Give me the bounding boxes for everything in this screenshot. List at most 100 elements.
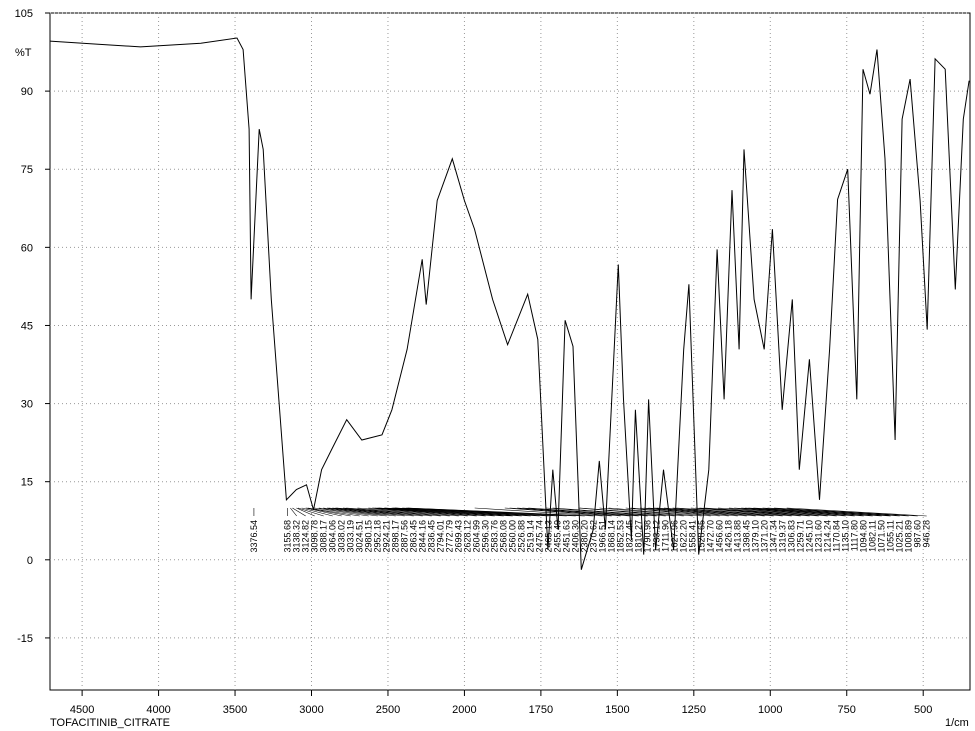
peak-label: 1055.11	[886, 520, 896, 552]
y-tick-label: 15	[21, 477, 33, 489]
peak-label: 1214.24	[823, 520, 833, 553]
peak-label: 2887.56	[400, 520, 410, 553]
peak-label: 946.28	[922, 520, 932, 548]
peak-leader	[704, 507, 828, 517]
peak-leader	[378, 507, 513, 517]
peak-label: 3088.17	[319, 520, 329, 553]
y-axis-label: %T	[15, 47, 32, 59]
peak-label: 1231.60	[814, 520, 824, 553]
peak-label: 2628.12	[463, 520, 473, 553]
peak-label: 1379.10	[751, 520, 761, 553]
peak-label: 1245.10	[805, 520, 815, 553]
peak-label: 3098.78	[310, 520, 320, 553]
peak-leader	[639, 507, 729, 517]
peak-leader	[323, 507, 387, 517]
peak-leader	[346, 507, 450, 517]
peak-leader	[305, 507, 342, 517]
peak-label: 2519.14	[526, 520, 536, 553]
peak-leader	[625, 507, 711, 517]
peak-label: 3038.02	[337, 520, 347, 553]
peak-label: 1082.11	[868, 520, 878, 552]
peak-leader	[762, 507, 900, 517]
y-tick-label: 45	[21, 320, 33, 332]
peak-leader	[328, 507, 405, 517]
peak-label: 1528.65	[697, 520, 707, 553]
peak-label: 1426.18	[724, 520, 734, 553]
peak-leader	[648, 507, 747, 517]
peak-label: 1071.50	[877, 520, 887, 553]
x-tick-label: 750	[838, 704, 856, 716]
y-tick-label: 75	[21, 164, 33, 176]
peak-label: 2451.63	[562, 520, 572, 553]
peak-label: 2604.99	[472, 520, 482, 553]
peak-label: 2952.18	[373, 520, 383, 553]
peak-label: 1827.45	[625, 520, 635, 553]
peak-leader	[608, 507, 702, 517]
peak-leader	[318, 507, 378, 517]
peak-leader	[336, 507, 432, 517]
peak-label: 2980.15	[364, 520, 374, 553]
peak-label: 2898.17	[391, 520, 401, 553]
peak-label: 1319.37	[778, 520, 788, 553]
peak-leader	[395, 507, 567, 517]
peak-leader	[672, 507, 783, 517]
peak-label: 1558.41	[688, 520, 698, 553]
peak-leader	[474, 507, 603, 517]
peak-label: 2583.76	[490, 520, 500, 553]
peak-leader	[643, 507, 738, 517]
peak-label: 2836.45	[427, 520, 437, 553]
y-tick-label: 105	[15, 8, 33, 20]
peak-label: 1733.12	[652, 520, 662, 553]
peak-leader	[734, 507, 855, 517]
peak-label: 1966.51	[598, 520, 608, 553]
peak-label: 1371.20	[760, 520, 770, 553]
chart-title: TOFACITINIB_CITRATE	[50, 717, 170, 729]
peak-leader	[301, 507, 333, 517]
peak-label: 2568.08	[499, 520, 509, 553]
peak-label: 1025.21	[895, 520, 905, 553]
peak-leader	[695, 507, 810, 517]
peak-leader	[599, 507, 693, 517]
peak-leader	[728, 507, 846, 517]
peak-label: 1456.60	[715, 520, 725, 553]
y-tick-label: -15	[17, 633, 33, 645]
peak-label: 2465.13	[544, 520, 554, 553]
peak-leader	[368, 507, 468, 517]
peak-label: 2406.30	[571, 520, 581, 553]
peak-label: 2455.49	[553, 520, 563, 553]
peak-label: 1790.98	[643, 520, 653, 553]
x-tick-label: 2000	[452, 704, 476, 716]
x-axis-label: 1/cm	[945, 717, 969, 729]
x-tick-label: 2500	[376, 704, 400, 716]
peak-label: 1622.20	[679, 520, 689, 553]
peak-leader	[292, 507, 306, 517]
peak-leader	[630, 507, 720, 517]
peak-label: 1852.53	[616, 520, 626, 553]
peak-label: 2772.79	[445, 520, 455, 553]
peak-leader	[307, 507, 360, 517]
peak-label: 3064.06	[328, 520, 338, 553]
peak-leader	[297, 507, 324, 517]
peak-leader	[509, 507, 621, 517]
peak-leader	[342, 507, 441, 517]
peak-label: 2924.21	[382, 520, 392, 553]
peak-leader	[664, 507, 774, 517]
spectrum-line	[49, 37, 970, 570]
peak-leader	[306, 507, 351, 517]
peak-leader	[517, 507, 630, 517]
peak-label: 1347.34	[769, 520, 779, 553]
peak-leader	[656, 507, 765, 517]
peak-label: 2370.62	[589, 520, 599, 553]
peak-leader	[385, 507, 531, 517]
peak-leader	[774, 507, 918, 517]
peak-leader	[786, 507, 927, 517]
peak-label: 3138.32	[292, 520, 302, 553]
x-tick-label: 1500	[605, 704, 629, 716]
peak-leader	[332, 507, 414, 517]
peak-leader	[579, 507, 684, 517]
peak-label: 2380.20	[580, 520, 590, 553]
peak-leader	[407, 507, 594, 517]
x-tick-label: 4000	[146, 704, 170, 716]
peak-label: 1711.90	[661, 520, 671, 552]
